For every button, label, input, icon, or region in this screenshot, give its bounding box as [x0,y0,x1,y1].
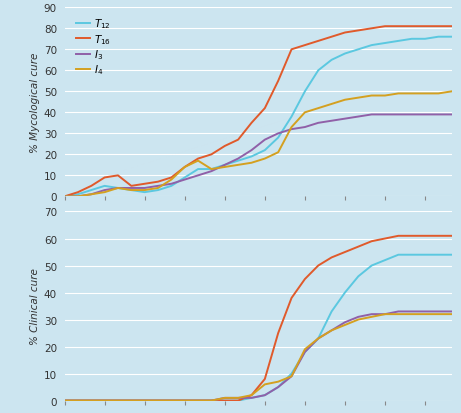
Y-axis label: % Mycological cure: % Mycological cure [30,52,40,153]
Legend: $T_{12}$, $T_{16}$, $I_3$, $I_4$: $T_{12}$, $T_{16}$, $I_3$, $I_4$ [74,15,113,79]
Y-axis label: % Clinical cure: % Clinical cure [30,268,40,344]
